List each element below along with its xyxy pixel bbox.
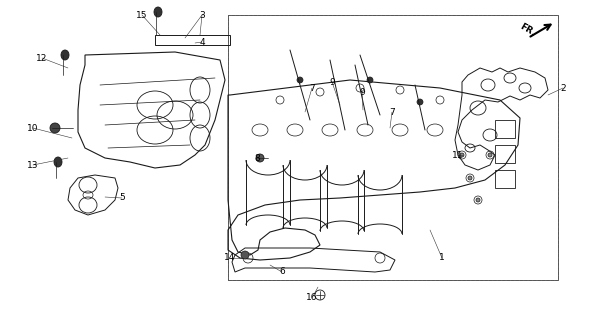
Ellipse shape [154, 7, 162, 17]
Bar [495, 120, 515, 138]
Text: 6: 6 [279, 268, 285, 276]
Ellipse shape [54, 157, 62, 167]
Bar [155, 35, 230, 45]
Ellipse shape [488, 153, 492, 157]
Text: 12: 12 [36, 53, 48, 62]
Text: 4: 4 [199, 37, 205, 46]
Text: 1: 1 [439, 253, 445, 262]
Text: 10: 10 [27, 124, 39, 132]
Text: 9: 9 [359, 87, 365, 97]
Text: 5: 5 [119, 194, 125, 203]
Text: 11: 11 [452, 150, 464, 159]
Bar [228, 15, 558, 280]
Ellipse shape [476, 198, 480, 202]
Text: 7: 7 [389, 108, 395, 116]
Text: 3: 3 [199, 11, 205, 20]
Ellipse shape [256, 154, 264, 162]
Ellipse shape [468, 176, 472, 180]
Ellipse shape [367, 77, 373, 83]
Text: 8: 8 [254, 154, 260, 163]
Ellipse shape [460, 153, 464, 157]
Ellipse shape [61, 50, 69, 60]
Text: 9: 9 [329, 77, 335, 86]
Ellipse shape [241, 251, 249, 259]
Text: 2: 2 [560, 84, 566, 92]
Ellipse shape [417, 99, 423, 105]
Text: 14: 14 [225, 253, 236, 262]
Ellipse shape [50, 123, 60, 133]
Text: FR.: FR. [518, 22, 537, 38]
Ellipse shape [297, 77, 303, 83]
Bar [495, 145, 515, 163]
Text: 13: 13 [27, 161, 39, 170]
Bar [228, 15, 558, 280]
Text: 15: 15 [136, 11, 148, 20]
Text: 16: 16 [307, 293, 317, 302]
Text: 7: 7 [309, 84, 315, 92]
Bar [495, 170, 515, 188]
